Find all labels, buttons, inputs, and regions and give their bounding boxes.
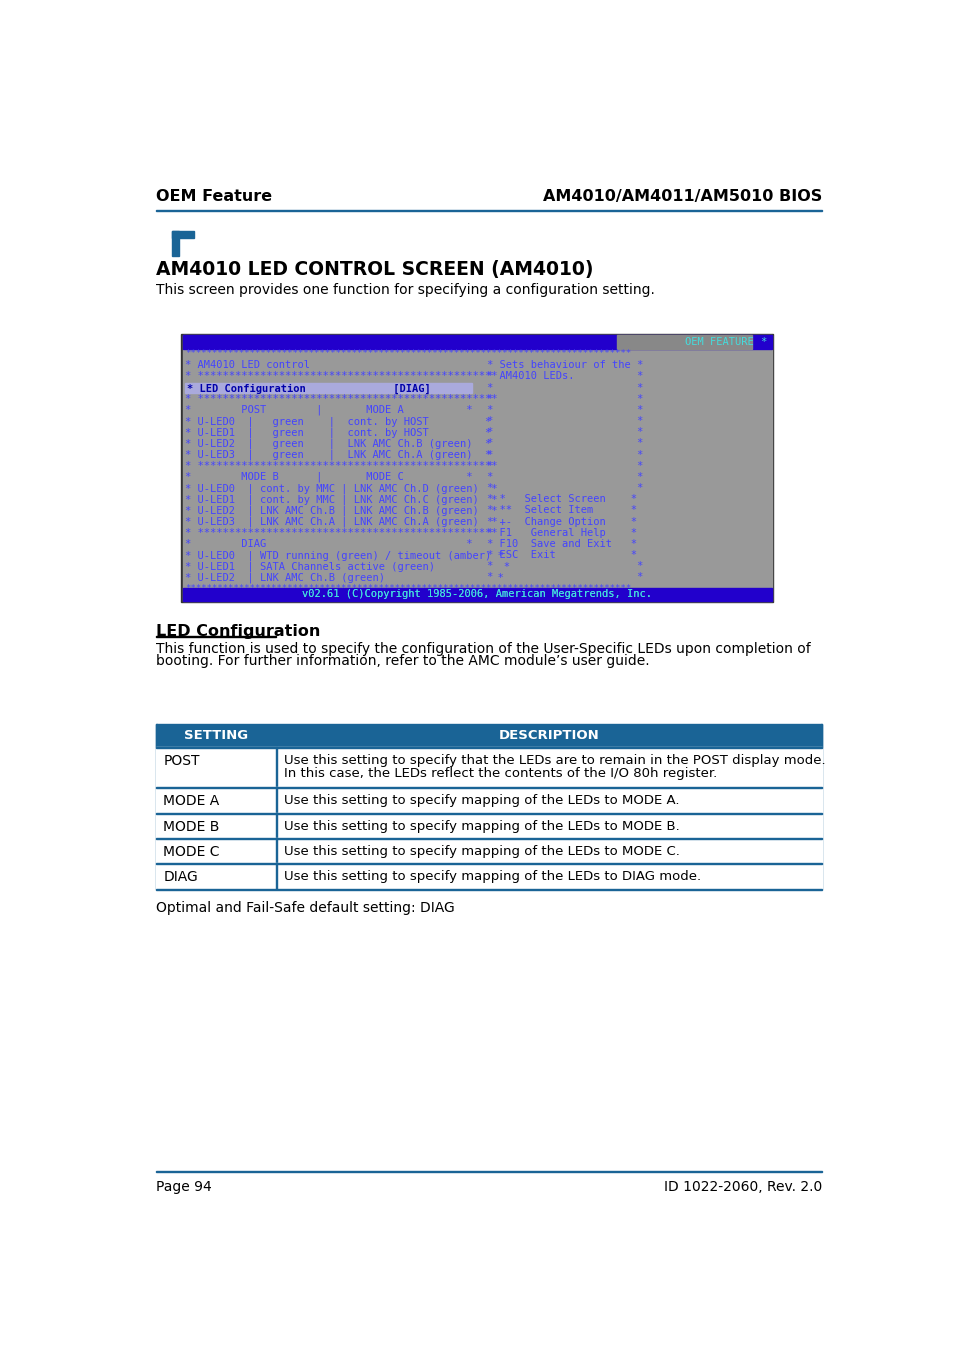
Text: *                       *: * *: [487, 572, 643, 582]
Text: *                       *: * *: [487, 439, 643, 448]
Bar: [185, 382, 472, 393]
Text: MODE C: MODE C: [163, 845, 220, 859]
Text: This function is used to specify the configuration of the User-Specific LEDs upo: This function is used to specify the con…: [155, 643, 810, 656]
Text: Optimal and Fail-Safe default setting: DIAG: Optimal and Fail-Safe default setting: D…: [155, 902, 454, 915]
Bar: [155, 787, 821, 813]
Text: * F10  Save and Exit   *: * F10 Save and Exit *: [487, 539, 637, 549]
Bar: [155, 209, 821, 212]
Text: * U-LED0  | cont. by MMC | LNK AMC Ch.D (green)  *: * U-LED0 | cont. by MMC | LNK AMC Ch.D (…: [185, 483, 497, 494]
Text: * U-LED0  |   green    |  cont. by HOST         *: * U-LED0 | green | cont. by HOST *: [185, 416, 491, 427]
Text: * ************************************************: * **************************************…: [185, 371, 497, 382]
Text: * AM4010 LEDs.          *: * AM4010 LEDs. *: [487, 371, 643, 382]
Text: * +-  Change Option    *: * +- Change Option *: [487, 517, 637, 526]
Bar: [155, 864, 821, 888]
Text: * **  Select Item      *: * ** Select Item *: [487, 505, 637, 516]
Text: SETTING: SETTING: [184, 729, 248, 742]
Bar: [155, 724, 821, 747]
Text: * F1   General Help    *: * F1 General Help *: [487, 528, 637, 537]
Text: * U-LED1  | SATA Channels active (green)           *: * U-LED1 | SATA Channels active (green) …: [185, 562, 510, 572]
Text: * U-LED2  | LNK AMC Ch.B | LNK AMC Ch.B (green)  *: * U-LED2 | LNK AMC Ch.B | LNK AMC Ch.B (…: [185, 505, 497, 516]
Text: * AM4010 LED control: * AM4010 LED control: [185, 360, 310, 370]
Text: This screen provides one function for specifying a configuration setting.: This screen provides one function for sp…: [155, 284, 654, 297]
Text: * U-LED3  |   green    |  LNK AMC Ch.A (green)  *: * U-LED3 | green | LNK AMC Ch.A (green) …: [185, 450, 491, 460]
Text: Use this setting to specify mapping of the LEDs to MODE A.: Use this setting to specify mapping of t…: [283, 794, 679, 807]
Text: *        POST        |       MODE A          *: * POST | MODE A *: [185, 405, 472, 416]
Bar: [183, 335, 771, 350]
Text: LED Configuration: LED Configuration: [155, 624, 319, 639]
Text: * U-LED1  |   green    |  cont. by HOST         *: * U-LED1 | green | cont. by HOST *: [185, 427, 491, 437]
Bar: [172, 231, 193, 238]
Bar: [155, 724, 156, 888]
Text: In this case, the LEDs reflect the contents of the I/O 80h register.: In this case, the LEDs reflect the conte…: [283, 767, 716, 780]
Text: * ************************************************: * **************************************…: [185, 528, 497, 537]
Bar: [155, 813, 821, 838]
Text: MODE B: MODE B: [163, 819, 219, 833]
Text: *                       *: * *: [487, 483, 643, 493]
Text: *        DIAG                                *: * DIAG *: [185, 539, 472, 549]
Text: AM4010/AM4011/AM5010 BIOS: AM4010/AM4011/AM5010 BIOS: [542, 189, 821, 204]
Text: *                       *: * *: [487, 472, 643, 482]
Text: AM4010 LED CONTROL SCREEN (AM4010): AM4010 LED CONTROL SCREEN (AM4010): [155, 259, 593, 279]
Text: OEM Feature: OEM Feature: [155, 189, 272, 204]
Text: OEM FEATURE: OEM FEATURE: [684, 336, 753, 347]
Text: *        MODE B      |       MODE C          *: * MODE B | MODE C *: [185, 472, 472, 482]
Text: *                       *: * *: [487, 383, 643, 393]
Text: Use this setting to specify that the LEDs are to remain in the POST display mode: Use this setting to specify that the LED…: [283, 755, 824, 767]
Text: ********************************************************************************: ****************************************…: [185, 350, 631, 358]
Text: * *   Select Screen    *: * * Select Screen *: [487, 494, 637, 505]
Text: *: *: [760, 336, 765, 347]
Text: *                       *: * *: [487, 405, 643, 414]
Text: ********************************************************************************: ****************************************…: [185, 583, 631, 593]
Text: Use this setting to specify mapping of the LEDs to DIAG mode.: Use this setting to specify mapping of t…: [283, 871, 700, 883]
Bar: [617, 335, 752, 350]
Text: ID 1022-2060, Rev. 2.0: ID 1022-2060, Rev. 2.0: [663, 1180, 821, 1193]
Text: Use this setting to specify mapping of the LEDs to MODE B.: Use this setting to specify mapping of t…: [283, 819, 679, 833]
Text: MODE A: MODE A: [163, 794, 219, 809]
Bar: [183, 587, 771, 601]
Text: * ************************************************: * **************************************…: [185, 394, 497, 404]
Text: *                       *: * *: [487, 416, 643, 427]
Text: *                       *: * *: [487, 450, 643, 459]
Bar: [155, 747, 821, 787]
Text: v02.61 (C)Copyright 1985-2006, American Megatrends, Inc.: v02.61 (C)Copyright 1985-2006, American …: [302, 590, 652, 599]
Text: *                       *: * *: [487, 427, 643, 437]
Text: booting. For further information, refer to the AMC module’s user guide.: booting. For further information, refer …: [155, 653, 649, 668]
Bar: [181, 333, 773, 602]
Text: Use this setting to specify mapping of the LEDs to MODE C.: Use this setting to specify mapping of t…: [283, 845, 679, 859]
Text: * Sets behaviour of the *: * Sets behaviour of the *: [487, 360, 643, 370]
Text: DIAG: DIAG: [163, 871, 198, 884]
Text: *                       *: * *: [487, 394, 643, 404]
Text: DESCRIPTION: DESCRIPTION: [498, 729, 598, 742]
Text: * U-LED0  | WTD running (green) / timeout (amber) *: * U-LED0 | WTD running (green) / timeout…: [185, 549, 503, 560]
Text: POST: POST: [163, 755, 200, 768]
Text: * U-LED2  |   green    |  LNK AMC Ch.B (green)  *: * U-LED2 | green | LNK AMC Ch.B (green) …: [185, 439, 491, 450]
Text: * U-LED3  | LNK AMC Ch.A | LNK AMC Ch.A (green)  *: * U-LED3 | LNK AMC Ch.A | LNK AMC Ch.A (…: [185, 517, 497, 526]
Bar: [155, 838, 821, 864]
Bar: [172, 231, 179, 256]
Text: *                       *: * *: [487, 460, 643, 471]
Text: * ************************************************: * **************************************…: [185, 460, 497, 471]
Text: * ESC  Exit            *: * ESC Exit *: [487, 549, 637, 560]
Text: * U-LED1  | cont. by MMC | LNK AMC Ch.C (green)  *: * U-LED1 | cont. by MMC | LNK AMC Ch.C (…: [185, 494, 497, 505]
Bar: [183, 335, 771, 601]
Text: *                       *: * *: [487, 562, 643, 571]
Text: v02.61 (C)Copyright 1985-2006, American Megatrends, Inc.: v02.61 (C)Copyright 1985-2006, American …: [302, 590, 652, 599]
Text: * LED Configuration              [DIAG]: * LED Configuration [DIAG]: [187, 383, 430, 394]
Text: * U-LED2  | LNK AMC Ch.B (green)                  *: * U-LED2 | LNK AMC Ch.B (green) *: [185, 572, 503, 583]
Text: Page 94: Page 94: [155, 1180, 212, 1193]
